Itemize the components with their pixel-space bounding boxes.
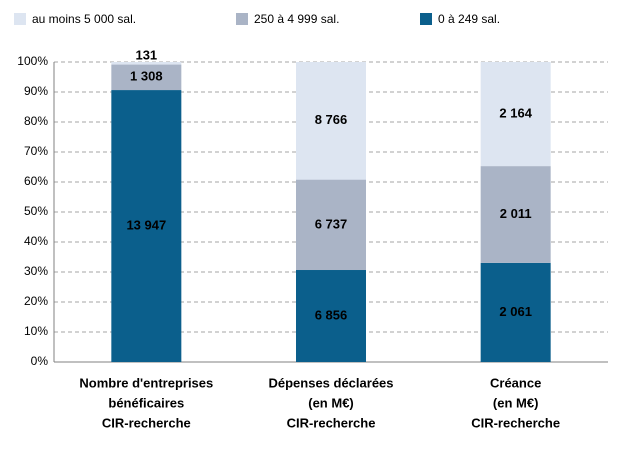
- y-tick-label: 90%: [24, 84, 48, 98]
- bar-segment: [480, 166, 551, 263]
- legend-swatch: [236, 13, 248, 25]
- bar-segment: [296, 270, 366, 362]
- x-tick-label: Dépenses déclarées: [268, 375, 393, 390]
- data-label: 1 308: [130, 69, 163, 84]
- y-tick-label: 40%: [24, 234, 48, 248]
- x-tick-label: CIR-recherche: [287, 415, 376, 430]
- legend-swatch: [420, 13, 432, 25]
- bar-segment: [111, 64, 182, 91]
- bar-segment: [111, 90, 182, 362]
- y-tick-label: 70%: [24, 144, 48, 158]
- data-label: 6 737: [315, 216, 348, 231]
- x-tick-label: bénéficaires: [108, 395, 184, 410]
- legend-swatch: [14, 13, 26, 25]
- y-tick-label: 30%: [24, 264, 48, 278]
- data-label: 8 766: [315, 112, 348, 127]
- y-tick-label: 50%: [24, 204, 48, 218]
- data-label: 13 947: [126, 217, 166, 232]
- x-tick-label: Créance: [490, 375, 541, 390]
- x-tick-label: (en M€): [308, 395, 354, 410]
- y-tick-label: 20%: [24, 294, 48, 308]
- bar-segment: [296, 62, 366, 180]
- y-tick-label: 0%: [31, 354, 49, 368]
- x-tick-label: CIR-recherche: [471, 415, 560, 430]
- y-tick-label: 60%: [24, 174, 48, 188]
- x-tick-label: Nombre d'entreprises: [79, 375, 213, 390]
- bar-segment: [480, 262, 551, 362]
- legend-label: 0 à 249 sal.: [438, 12, 500, 26]
- data-label: 2 011: [500, 206, 532, 221]
- y-tick-label: 100%: [17, 54, 48, 68]
- data-label: 2 061: [499, 304, 532, 319]
- y-tick-label: 10%: [24, 324, 48, 338]
- y-tick-label: 80%: [24, 114, 48, 128]
- x-tick-label: (en M€): [493, 395, 539, 410]
- bar-segment: [296, 179, 366, 271]
- legend-label: 250 à 4 999 sal.: [254, 12, 339, 26]
- bar-segment: [480, 62, 551, 167]
- data-label: 2 164: [499, 105, 532, 120]
- data-label: 6 856: [315, 307, 348, 322]
- data-label: 131: [135, 47, 157, 62]
- x-tick-label: CIR-recherche: [102, 415, 191, 430]
- legend-label: au moins 5 000 sal.: [32, 12, 136, 26]
- bar-segment: [111, 62, 182, 65]
